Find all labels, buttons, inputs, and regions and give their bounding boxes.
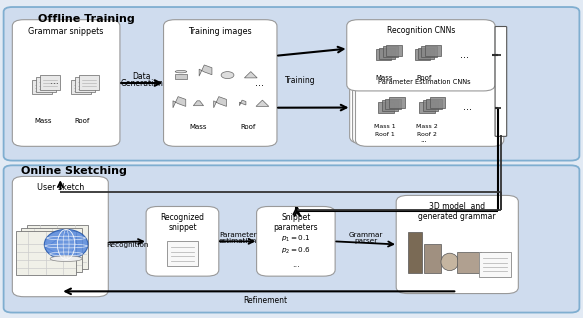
FancyBboxPatch shape [396, 195, 518, 294]
FancyBboxPatch shape [386, 45, 402, 56]
Bar [457, 252, 480, 273]
FancyBboxPatch shape [430, 97, 445, 108]
FancyBboxPatch shape [495, 26, 507, 136]
Text: Generation: Generation [120, 79, 163, 87]
Ellipse shape [441, 253, 458, 271]
Text: ...: ... [255, 78, 264, 88]
Bar [408, 232, 422, 273]
Text: generated grammar: generated grammar [419, 211, 496, 221]
Text: ...: ... [292, 260, 300, 269]
Polygon shape [199, 65, 212, 76]
FancyBboxPatch shape [27, 225, 87, 269]
Text: Snippet: Snippet [281, 213, 311, 222]
FancyBboxPatch shape [164, 20, 277, 146]
FancyBboxPatch shape [356, 75, 504, 146]
Text: Grammar: Grammar [349, 232, 383, 238]
Text: Refinement: Refinement [243, 296, 287, 305]
FancyBboxPatch shape [146, 206, 219, 276]
FancyBboxPatch shape [385, 99, 401, 109]
FancyBboxPatch shape [12, 176, 108, 297]
Polygon shape [214, 97, 226, 108]
Text: parameters: parameters [273, 223, 318, 232]
FancyBboxPatch shape [426, 99, 442, 109]
Ellipse shape [50, 256, 82, 261]
FancyBboxPatch shape [479, 252, 511, 277]
Text: estimation: estimation [219, 238, 257, 244]
FancyBboxPatch shape [382, 46, 398, 57]
FancyBboxPatch shape [347, 20, 495, 91]
FancyBboxPatch shape [79, 75, 99, 90]
Text: Roof 2: Roof 2 [417, 132, 437, 137]
FancyBboxPatch shape [415, 50, 430, 60]
Circle shape [221, 72, 234, 79]
Ellipse shape [44, 229, 88, 259]
FancyBboxPatch shape [423, 100, 438, 111]
Text: Mass: Mass [34, 118, 52, 124]
FancyBboxPatch shape [75, 77, 95, 92]
FancyBboxPatch shape [379, 48, 395, 59]
Text: Mass 1: Mass 1 [374, 124, 395, 129]
Text: Parameter Estimation CNNs: Parameter Estimation CNNs [378, 79, 470, 85]
Text: 3D model  and: 3D model and [429, 202, 485, 211]
Polygon shape [256, 100, 269, 107]
FancyBboxPatch shape [32, 80, 52, 94]
FancyBboxPatch shape [36, 77, 56, 92]
Text: Offline Training: Offline Training [38, 14, 135, 24]
FancyBboxPatch shape [378, 102, 394, 113]
Text: parser: parser [354, 238, 377, 244]
FancyBboxPatch shape [3, 7, 580, 161]
Text: Training images: Training images [188, 27, 252, 36]
Polygon shape [173, 97, 186, 108]
FancyBboxPatch shape [425, 45, 441, 56]
Polygon shape [194, 101, 203, 106]
Text: ...: ... [420, 137, 427, 143]
FancyBboxPatch shape [382, 100, 398, 111]
Text: $p_2 = 0.6$: $p_2 = 0.6$ [281, 246, 311, 256]
FancyBboxPatch shape [389, 97, 405, 108]
Text: snippet: snippet [168, 223, 196, 232]
FancyBboxPatch shape [3, 165, 580, 313]
Text: Mass: Mass [189, 124, 207, 130]
Text: Roof 1: Roof 1 [375, 132, 395, 137]
Bar [175, 74, 187, 79]
Polygon shape [244, 72, 257, 78]
Text: Online Sketching: Online Sketching [21, 166, 127, 176]
Text: Roof: Roof [240, 124, 255, 130]
Text: ...: ... [50, 76, 59, 86]
Polygon shape [240, 100, 246, 106]
FancyBboxPatch shape [257, 206, 335, 276]
FancyBboxPatch shape [419, 102, 435, 113]
Text: Grammar snippets: Grammar snippets [29, 27, 104, 36]
FancyBboxPatch shape [350, 72, 498, 143]
Text: $p_1 = 0.1$: $p_1 = 0.1$ [281, 234, 311, 245]
FancyBboxPatch shape [71, 80, 91, 94]
Text: Recognition CNNs: Recognition CNNs [387, 26, 455, 35]
FancyBboxPatch shape [353, 73, 501, 145]
Text: Roof: Roof [75, 118, 90, 124]
Text: Recognition: Recognition [106, 242, 149, 248]
Text: Training: Training [285, 76, 315, 85]
Bar [423, 245, 441, 273]
Text: Recognized: Recognized [160, 213, 205, 222]
FancyBboxPatch shape [167, 241, 198, 266]
Text: Parameter: Parameter [219, 232, 257, 238]
FancyBboxPatch shape [16, 231, 76, 275]
Text: ...: ... [460, 50, 469, 59]
Text: Mass 2: Mass 2 [416, 124, 438, 129]
FancyBboxPatch shape [418, 48, 434, 59]
Text: Roof: Roof [416, 75, 432, 81]
Text: Mass: Mass [376, 75, 394, 81]
FancyBboxPatch shape [422, 46, 437, 57]
Text: ...: ... [463, 102, 472, 112]
FancyBboxPatch shape [12, 20, 120, 146]
Text: Data: Data [132, 72, 151, 81]
Text: User sketch: User sketch [37, 183, 84, 192]
FancyBboxPatch shape [40, 75, 60, 90]
Ellipse shape [175, 70, 187, 73]
FancyBboxPatch shape [22, 228, 82, 272]
FancyBboxPatch shape [375, 50, 391, 60]
